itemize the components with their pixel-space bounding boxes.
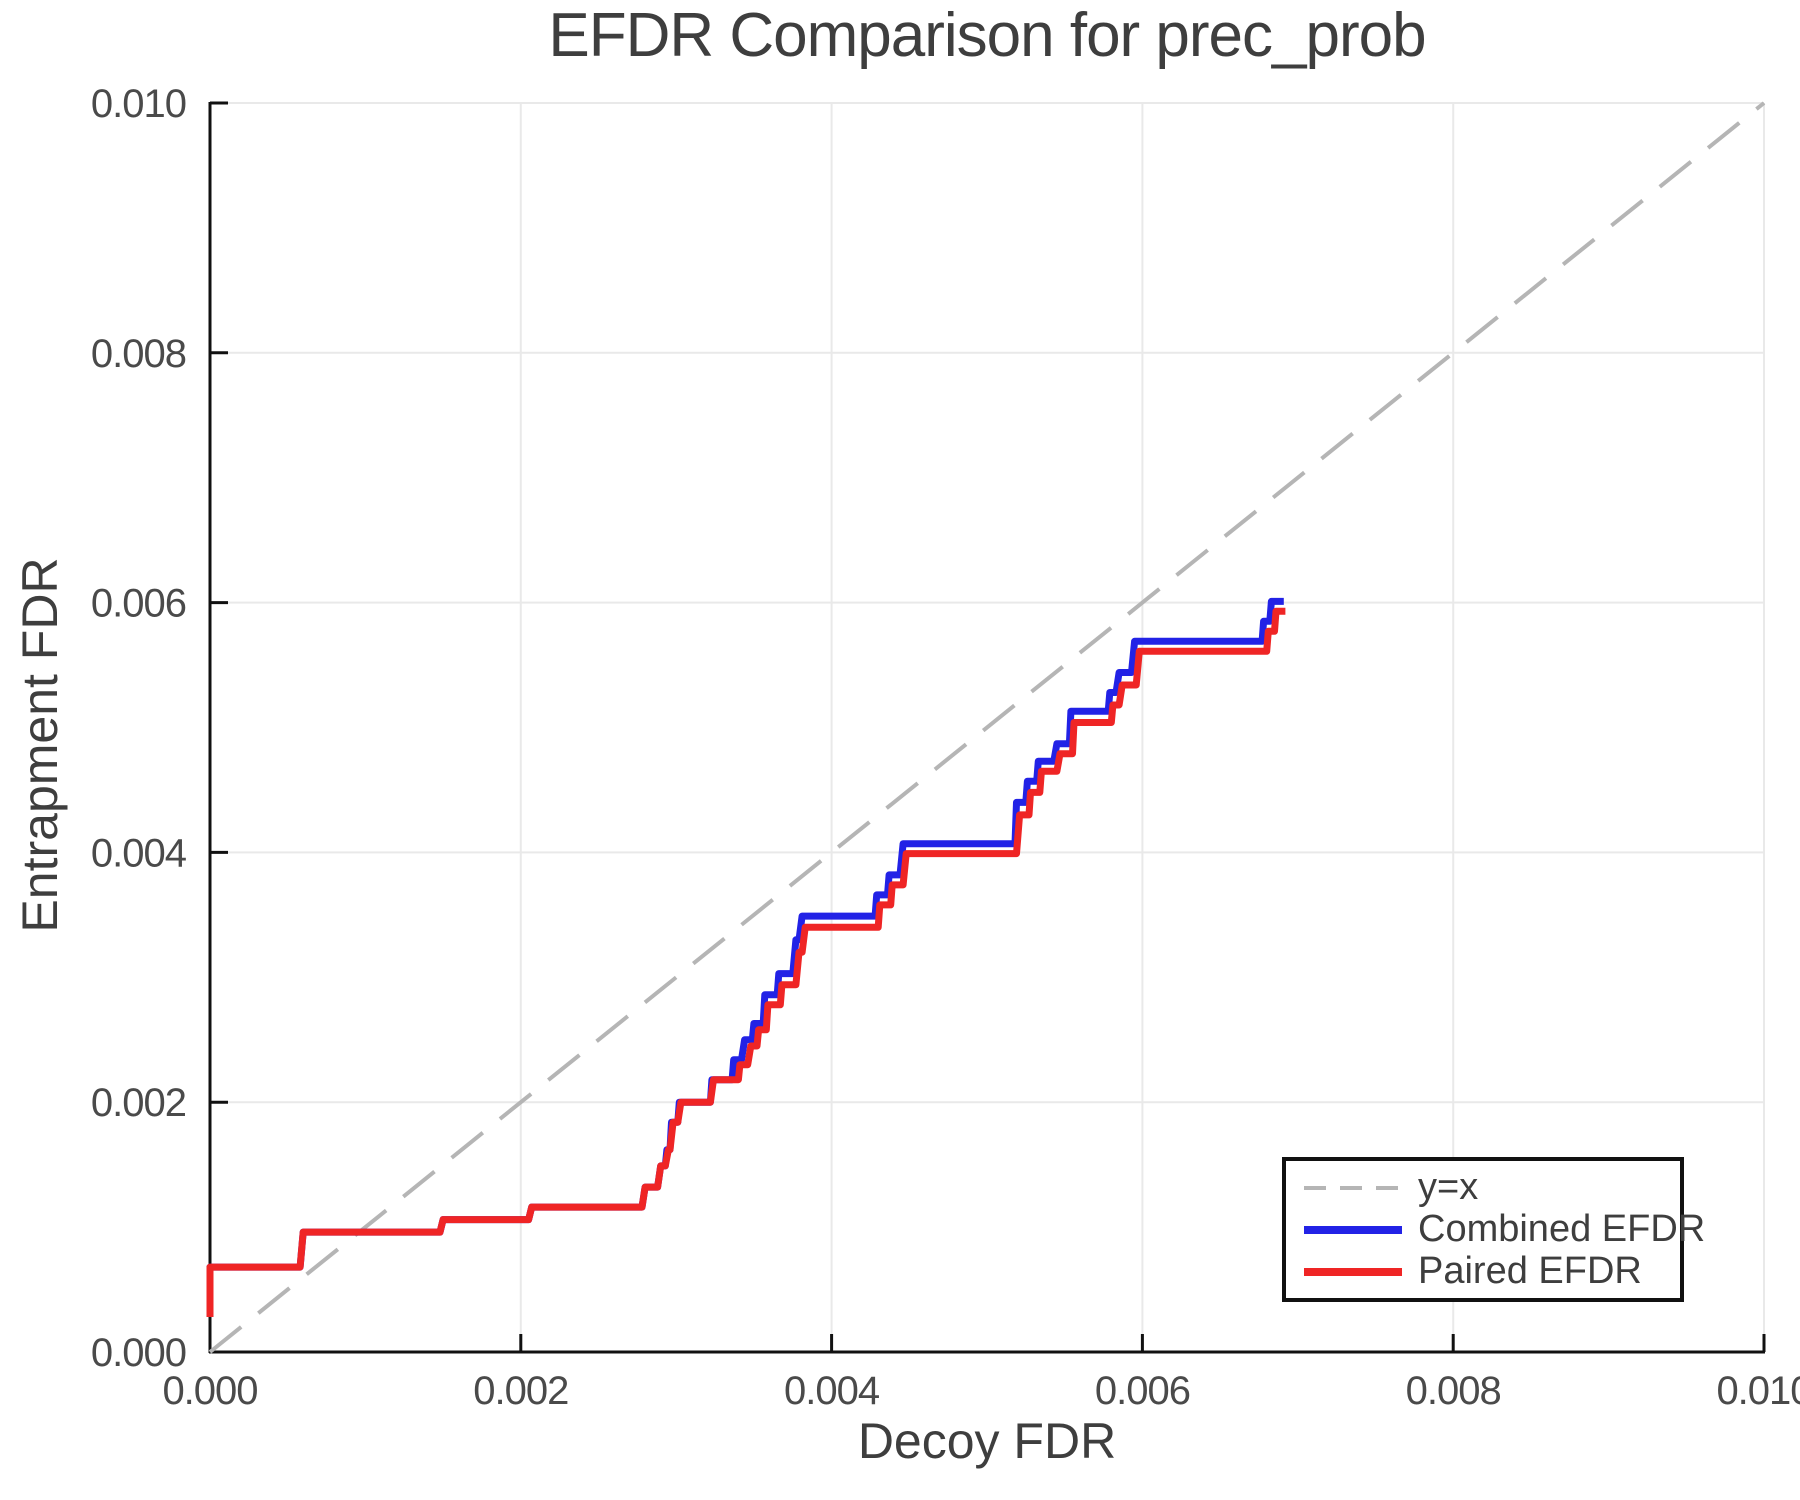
svg-text:0.000: 0.000 [162, 1369, 257, 1413]
legend-item-combined-efdr: Combined EFDR [1302, 1208, 1705, 1250]
svg-text:0.004: 0.004 [784, 1369, 880, 1413]
x-axis-label: Decoy FDR [857, 1413, 1117, 1469]
svg-text:0.000: 0.000 [91, 1331, 186, 1375]
chart-title: EFDR Comparison for prec_prob [548, 1, 1426, 70]
y-axis-label: Entrapment FDR [12, 557, 68, 933]
svg-text:0.010: 0.010 [1716, 1369, 1800, 1413]
blue-line-icon [1304, 1225, 1402, 1234]
svg-text:0.004: 0.004 [91, 831, 187, 875]
dashed-line-icon [1304, 1185, 1402, 1190]
svg-text:0.006: 0.006 [91, 582, 186, 626]
legend-item-yx: y=x [1302, 1166, 1680, 1208]
svg-text:0.002: 0.002 [473, 1369, 568, 1413]
legend-label: Paired EFDR [1418, 1250, 1642, 1292]
svg-text:0.006: 0.006 [1095, 1369, 1190, 1413]
svg-text:0.008: 0.008 [1406, 1369, 1501, 1413]
svg-text:0.010: 0.010 [91, 82, 186, 126]
red-line-icon [1304, 1267, 1402, 1276]
legend: y=x Combined EFDR Paired EFDR [1282, 1157, 1705, 1302]
legend-label: y=x [1418, 1166, 1479, 1208]
legend-item-paired-efdr: Paired EFDR [1302, 1250, 1680, 1292]
legend-label: Combined EFDR [1418, 1208, 1706, 1250]
svg-text:0.008: 0.008 [91, 332, 186, 376]
svg-text:0.002: 0.002 [91, 1081, 186, 1125]
